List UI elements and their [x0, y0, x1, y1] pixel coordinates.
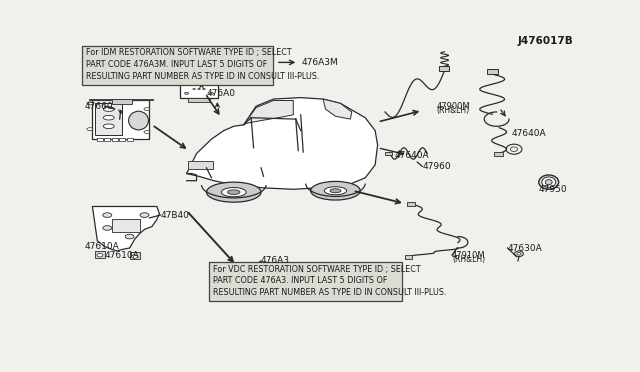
- Polygon shape: [92, 206, 159, 251]
- Bar: [119, 138, 125, 141]
- FancyBboxPatch shape: [83, 46, 273, 85]
- Ellipse shape: [87, 102, 93, 105]
- Text: 47660: 47660: [85, 102, 113, 111]
- Ellipse shape: [203, 88, 205, 90]
- Ellipse shape: [209, 84, 213, 86]
- Text: For VDC RESTORATION SOFTWARE TYPE ID ; SELECT
PART CODE 476A3. INPUT LAST 5 DIGI: For VDC RESTORATION SOFTWARE TYPE ID ; S…: [213, 264, 447, 297]
- Ellipse shape: [97, 253, 103, 257]
- Ellipse shape: [103, 115, 114, 120]
- Ellipse shape: [129, 111, 148, 130]
- Ellipse shape: [144, 108, 150, 110]
- Bar: [439, 66, 449, 71]
- Bar: [95, 103, 122, 135]
- Text: 47950: 47950: [539, 185, 568, 194]
- Text: J476017B: J476017B: [518, 36, 573, 46]
- Ellipse shape: [185, 92, 189, 94]
- Bar: [180, 80, 218, 98]
- Polygon shape: [187, 97, 378, 189]
- Ellipse shape: [542, 177, 556, 187]
- Ellipse shape: [209, 92, 213, 94]
- Ellipse shape: [310, 182, 360, 200]
- Ellipse shape: [539, 175, 559, 189]
- Bar: [494, 152, 503, 156]
- Bar: [112, 138, 118, 141]
- Text: 47900M: 47900M: [436, 102, 470, 111]
- FancyBboxPatch shape: [209, 262, 403, 301]
- Ellipse shape: [324, 187, 347, 195]
- Bar: [92, 100, 150, 139]
- Bar: [385, 152, 392, 155]
- Bar: [408, 202, 415, 206]
- Ellipse shape: [132, 255, 138, 258]
- Bar: [405, 255, 412, 259]
- Text: 476A3: 476A3: [261, 256, 290, 265]
- Bar: [127, 138, 132, 141]
- Polygon shape: [95, 251, 105, 258]
- Bar: [188, 75, 210, 80]
- Ellipse shape: [198, 88, 200, 90]
- Text: 47960: 47960: [422, 162, 451, 171]
- Text: 47630A: 47630A: [508, 244, 542, 253]
- Text: 47910M: 47910M: [452, 251, 486, 260]
- Text: For IDM RESTORATION SOFTWARE TYPE ID ; SELECT
PART CODE 476A3M. INPUT LAST 5 DIG: For IDM RESTORATION SOFTWARE TYPE ID ; S…: [86, 48, 320, 81]
- Ellipse shape: [221, 187, 246, 197]
- Ellipse shape: [510, 147, 518, 151]
- Ellipse shape: [144, 131, 150, 134]
- Bar: [104, 138, 110, 141]
- Bar: [89, 99, 154, 100]
- Bar: [97, 138, 103, 141]
- Ellipse shape: [87, 128, 93, 131]
- Ellipse shape: [125, 234, 134, 239]
- Text: 47B40: 47B40: [161, 211, 189, 219]
- Ellipse shape: [330, 189, 341, 193]
- Ellipse shape: [228, 190, 240, 195]
- Ellipse shape: [103, 124, 114, 129]
- Ellipse shape: [140, 213, 149, 217]
- Ellipse shape: [207, 182, 261, 202]
- Ellipse shape: [517, 253, 521, 255]
- Text: 476A3M: 476A3M: [301, 58, 338, 67]
- Bar: [188, 97, 210, 102]
- Bar: [112, 99, 132, 104]
- Text: 476A0: 476A0: [207, 89, 236, 99]
- Ellipse shape: [185, 84, 189, 86]
- Ellipse shape: [545, 180, 552, 185]
- Text: (RH&LH): (RH&LH): [452, 255, 485, 264]
- Ellipse shape: [103, 213, 112, 217]
- Bar: [486, 69, 498, 74]
- Ellipse shape: [103, 107, 114, 111]
- Ellipse shape: [515, 251, 524, 257]
- Polygon shape: [129, 252, 140, 259]
- Ellipse shape: [193, 88, 195, 90]
- Text: (RH&LH): (RH&LH): [436, 106, 469, 115]
- Bar: [112, 219, 140, 232]
- Text: 47610A: 47610A: [105, 251, 140, 260]
- Text: 47640A: 47640A: [511, 129, 546, 138]
- Text: 47610A: 47610A: [85, 242, 120, 251]
- Text: 47640A: 47640A: [395, 151, 429, 160]
- Ellipse shape: [103, 226, 112, 230]
- Bar: [188, 161, 213, 169]
- Polygon shape: [323, 99, 352, 119]
- Polygon shape: [244, 100, 293, 125]
